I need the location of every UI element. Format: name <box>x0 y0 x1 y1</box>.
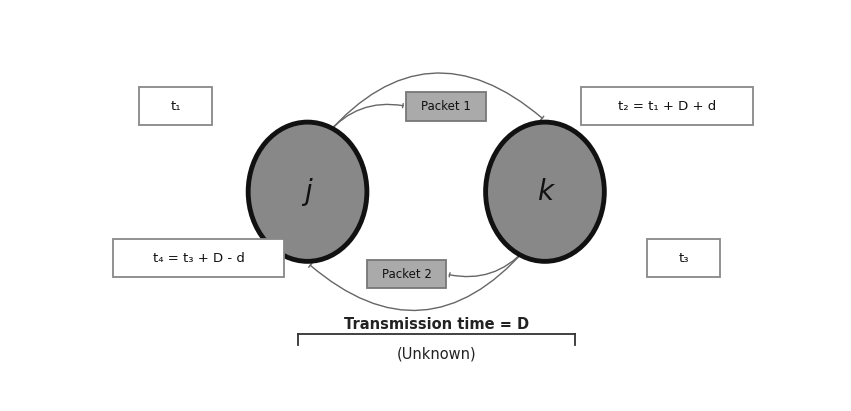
FancyBboxPatch shape <box>647 239 720 277</box>
Text: t₁: t₁ <box>170 100 181 113</box>
FancyBboxPatch shape <box>407 92 486 120</box>
FancyBboxPatch shape <box>367 260 446 288</box>
FancyBboxPatch shape <box>581 87 752 125</box>
Text: Transmission time = D: Transmission time = D <box>344 316 528 332</box>
Text: t₂ = t₁ + D + d: t₂ = t₁ + D + d <box>618 100 716 113</box>
FancyBboxPatch shape <box>140 87 212 125</box>
Text: t₄ = t₃ + D - d: t₄ = t₃ + D - d <box>153 252 244 265</box>
Text: Packet 1: Packet 1 <box>421 100 471 113</box>
Ellipse shape <box>486 122 604 261</box>
Ellipse shape <box>248 122 367 261</box>
Text: (Unknown): (Unknown) <box>397 347 476 362</box>
Text: t₃: t₃ <box>678 252 688 265</box>
Text: Packet 2: Packet 2 <box>381 268 431 281</box>
Text: j: j <box>304 178 311 206</box>
FancyBboxPatch shape <box>113 239 284 277</box>
Text: k: k <box>537 178 553 206</box>
